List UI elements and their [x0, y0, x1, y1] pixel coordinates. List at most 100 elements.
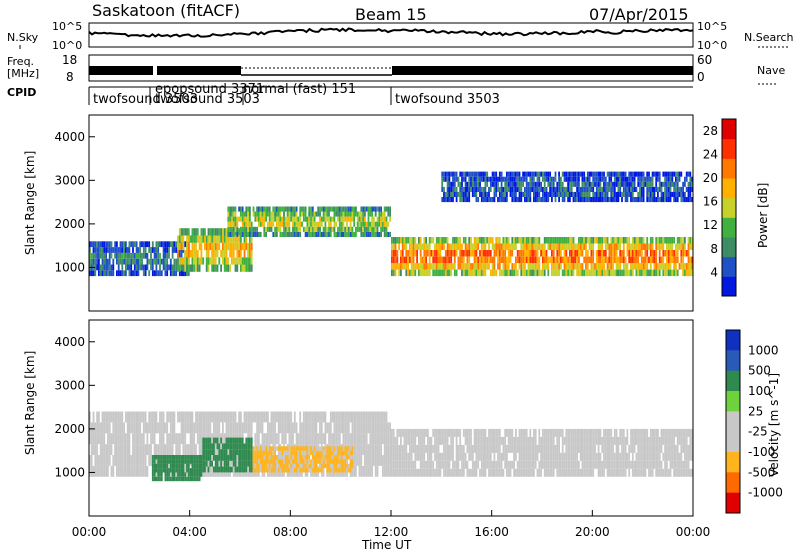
velocity-cell-0 — [344, 411, 347, 423]
velocity-cell-3 — [340, 468, 343, 473]
power-cell-1 — [205, 242, 208, 251]
velocity-cell-0 — [322, 465, 325, 477]
velocity-cell-3 — [317, 455, 320, 460]
power-cell-3 — [410, 243, 413, 250]
velocity-cell-4 — [513, 460, 515, 469]
power-cell-4 — [617, 197, 620, 203]
power-cell-3 — [394, 250, 397, 257]
velocity-cell-4 — [561, 468, 564, 477]
power-cell-2 — [353, 206, 356, 212]
power-cell-2 — [360, 221, 363, 227]
velocity-cell-1 — [153, 459, 156, 464]
power-cell-3 — [488, 243, 490, 250]
power-cell-3 — [630, 269, 632, 277]
velocity-cell-4 — [588, 452, 591, 461]
velocity-cell-0 — [355, 411, 357, 423]
power-cell-4 — [572, 176, 575, 182]
power-cell-3 — [590, 269, 593, 277]
power-cell-4 — [599, 191, 602, 197]
velocity-cell-4 — [590, 428, 593, 437]
velocity-cell-1 — [186, 468, 188, 473]
velocity-cell-0 — [293, 411, 296, 423]
power-cell-2 — [349, 206, 352, 212]
power-cell-3 — [524, 256, 526, 264]
power-cell-4 — [687, 191, 690, 197]
velocity-cell-4 — [552, 444, 555, 453]
power-cell-4 — [581, 186, 584, 192]
power-cell-3 — [666, 269, 668, 277]
power-cell-4 — [479, 176, 481, 182]
velocity-cell-0 — [105, 455, 107, 466]
velocity-cell-0 — [295, 433, 298, 445]
power-cell-4 — [586, 176, 589, 182]
power-cell-3 — [515, 256, 517, 264]
power-cell-4 — [489, 197, 492, 203]
velocity-cell-0 — [376, 422, 379, 434]
velocity-cell-4 — [443, 452, 445, 461]
power-cell-1 — [236, 250, 239, 258]
power-cell-1 — [198, 264, 201, 272]
velocity-cell-4 — [394, 460, 397, 469]
power-cell-4 — [482, 176, 485, 182]
power-cell-1 — [222, 228, 224, 236]
power-cell-2 — [302, 206, 305, 212]
velocity-cell-2 — [225, 466, 228, 473]
velocity-cell-4 — [459, 428, 462, 437]
power-cell-0 — [128, 241, 131, 248]
velocity-cell-3 — [328, 468, 330, 473]
power-cell-3 — [540, 250, 542, 257]
power-cell-4 — [536, 186, 539, 192]
power-cell-0 — [166, 264, 169, 271]
power-cell-2 — [286, 211, 289, 217]
velocity-cell-3 — [351, 463, 354, 469]
velocity-cell-2 — [241, 455, 244, 461]
velocity-cell-0 — [207, 411, 210, 423]
velocity-cell-4 — [631, 428, 634, 437]
power-cell-3 — [513, 243, 515, 250]
velocity-cell-0 — [193, 444, 196, 455]
power-cell-4 — [583, 191, 586, 197]
velocity-cell-1 — [173, 455, 176, 460]
power-cell-4 — [599, 186, 602, 192]
power-cell-1 — [214, 250, 217, 258]
velocity-cell-4 — [606, 444, 609, 453]
velocity-cell-0 — [101, 465, 104, 477]
power-cell-3 — [540, 243, 542, 250]
power-cell-1 — [189, 264, 192, 272]
power-cell-3 — [489, 250, 492, 257]
power-cell-3 — [525, 269, 528, 277]
power-cell-3 — [604, 250, 607, 257]
velocity-cell-2 — [213, 466, 215, 473]
velocity-cell-2 — [205, 460, 208, 467]
velocity-cell-4 — [664, 468, 666, 477]
velocity-cell-0 — [328, 433, 330, 445]
velocity-cell-3 — [302, 463, 305, 469]
velocity-cell-4 — [558, 468, 560, 477]
power-cell-3 — [572, 269, 575, 277]
velocity-cell-0 — [126, 455, 129, 466]
velocity-cell-4 — [403, 452, 406, 461]
velocity-cell-3 — [347, 455, 350, 460]
velocity-cell-0 — [157, 444, 160, 455]
velocity-cell-4 — [626, 460, 629, 469]
power-cell-4 — [497, 186, 499, 192]
velocity-cell-4 — [515, 468, 517, 477]
velocity-cell-4 — [551, 444, 553, 453]
power-cell-4 — [691, 197, 693, 203]
power-cell-4 — [586, 181, 589, 187]
power-cell-3 — [477, 256, 480, 264]
velocity-cell-0 — [240, 422, 242, 434]
power-cell-3 — [666, 256, 668, 264]
power-cell-3 — [570, 269, 573, 277]
velocity-cell-0 — [353, 465, 356, 477]
velocity-cell-0 — [177, 433, 179, 445]
velocity-cell-4 — [522, 460, 524, 469]
power-cell-2 — [338, 211, 341, 217]
power-cell-2 — [369, 226, 372, 232]
power-cell-4 — [531, 181, 533, 187]
velocity-cell-4 — [682, 460, 684, 469]
velocity-cell-3 — [297, 455, 300, 460]
velocity-cell-4 — [488, 460, 490, 469]
power-cell-0 — [166, 241, 169, 248]
